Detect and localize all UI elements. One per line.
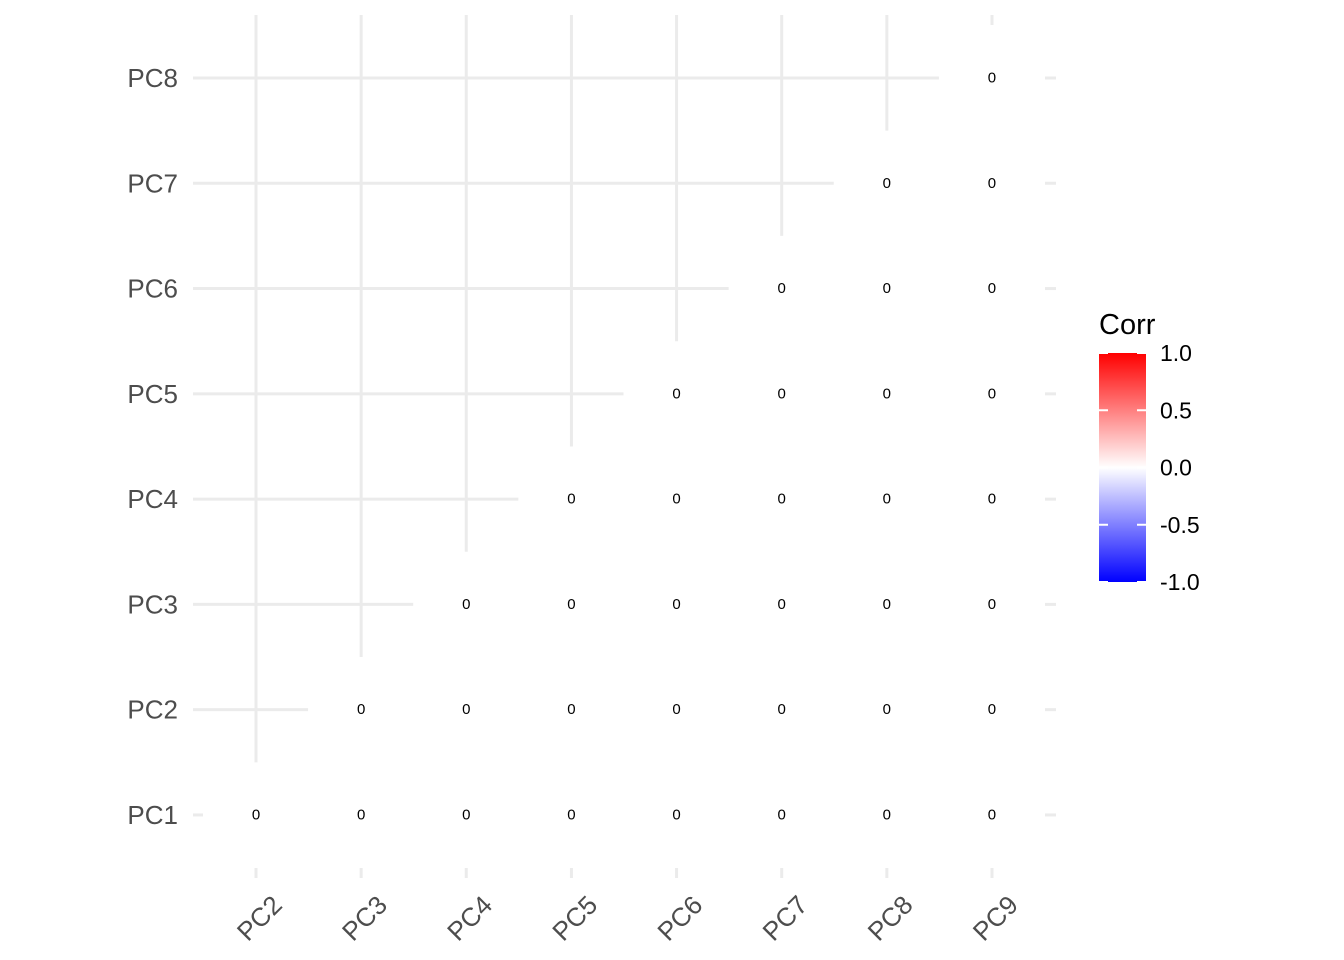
cell-value-label: 0	[988, 596, 996, 613]
x-tick-label: PC5	[546, 890, 603, 947]
y-tick-label: PC2	[127, 695, 178, 725]
cell-value-label: 0	[778, 596, 786, 613]
x-tick-label: PC4	[441, 890, 498, 947]
cell-value-label: 0	[883, 491, 891, 508]
x-tick-label: PC3	[336, 890, 393, 947]
cell-value-label: 0	[988, 385, 996, 402]
y-tick-label: PC7	[127, 168, 178, 198]
cell-value-label: 0	[672, 596, 680, 613]
legend-label: 0.0	[1160, 455, 1192, 481]
legend-label: 1.0	[1160, 340, 1192, 366]
cell-value-label: 0	[778, 385, 786, 402]
cell-value-label: 0	[672, 806, 680, 823]
cell-value-label: 0	[252, 806, 260, 823]
y-tick-label: PC3	[127, 589, 178, 619]
legend-label: -1.0	[1160, 569, 1200, 595]
cell-value-label: 0	[357, 806, 365, 823]
cell-value-label: 0	[778, 491, 786, 508]
legend-ticks: 1.0 0.5 0.0 -0.5 -1.0	[1099, 340, 1200, 595]
x-tick-label: PC6	[651, 890, 708, 947]
cell-value-label: 0	[567, 806, 575, 823]
x-tick-label: PC7	[757, 890, 814, 947]
cell-value-label: 0	[778, 280, 786, 297]
color-legend: Corr 1.0 0.5 0.0 -0.5 -1.0	[1099, 309, 1200, 595]
cell-value-label: 0	[883, 280, 891, 297]
cell-value-label: 0	[988, 491, 996, 508]
cell-value-label: 0	[462, 596, 470, 613]
cell-value-label: 0	[567, 491, 575, 508]
x-axis: PC2 PC3 PC4 PC5 PC6 PC7 PC8 PC9	[231, 890, 1024, 947]
y-tick-label: PC4	[127, 484, 178, 514]
cell-value-label: 0	[672, 491, 680, 508]
cell-value-label: 0	[672, 701, 680, 718]
y-tick-label: PC6	[127, 274, 178, 304]
cell-value-label: 0	[988, 70, 996, 87]
cell-value-label: 0	[357, 701, 365, 718]
legend-label: -0.5	[1160, 512, 1200, 538]
cell-value-label: 0	[672, 385, 680, 402]
legend-label: 0.5	[1160, 397, 1192, 423]
cell-value-label: 0	[883, 175, 891, 192]
y-tick-label: PC8	[127, 63, 178, 93]
x-tick-label: PC8	[862, 890, 919, 947]
cell-value-label: 0	[988, 175, 996, 192]
cell-value-label: 0	[883, 701, 891, 718]
cell-value-label: 0	[567, 596, 575, 613]
legend-title: Corr	[1099, 309, 1156, 341]
y-tick-label: PC1	[127, 800, 178, 830]
cell-value-label: 0	[988, 280, 996, 297]
x-tick-label: PC9	[967, 890, 1024, 947]
cell-value-label: 0	[883, 596, 891, 613]
cell-value-label: 0	[988, 806, 996, 823]
cell-value-label: 0	[883, 806, 891, 823]
grid-lines	[193, 15, 1056, 878]
cell-value-label: 0	[567, 701, 575, 718]
cell-value-label: 0	[883, 385, 891, 402]
cell-value-label: 0	[778, 806, 786, 823]
y-axis: PC1 PC2 PC3 PC4 PC5 PC6 PC7 PC8	[127, 63, 178, 830]
heatmap-cells: 0 0 0 0 0 0 0 0 0 0 0 0 0 0 0 0 0 0 0 0 0 0 0 0 0 0 0 0 0 0 0 0 0 0 0 0	[252, 70, 996, 824]
y-tick-label: PC5	[127, 379, 178, 409]
cell-value-label: 0	[462, 806, 470, 823]
cell-value-label: 0	[778, 701, 786, 718]
x-tick-label: PC2	[231, 890, 288, 947]
cell-value-label: 0	[462, 701, 470, 718]
cell-value-label: 0	[988, 701, 996, 718]
